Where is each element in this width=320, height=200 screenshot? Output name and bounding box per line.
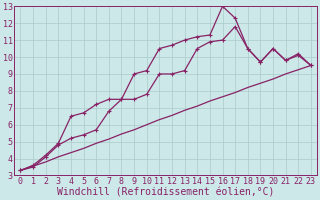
X-axis label: Windchill (Refroidissement éolien,°C): Windchill (Refroidissement éolien,°C) [57, 187, 274, 197]
